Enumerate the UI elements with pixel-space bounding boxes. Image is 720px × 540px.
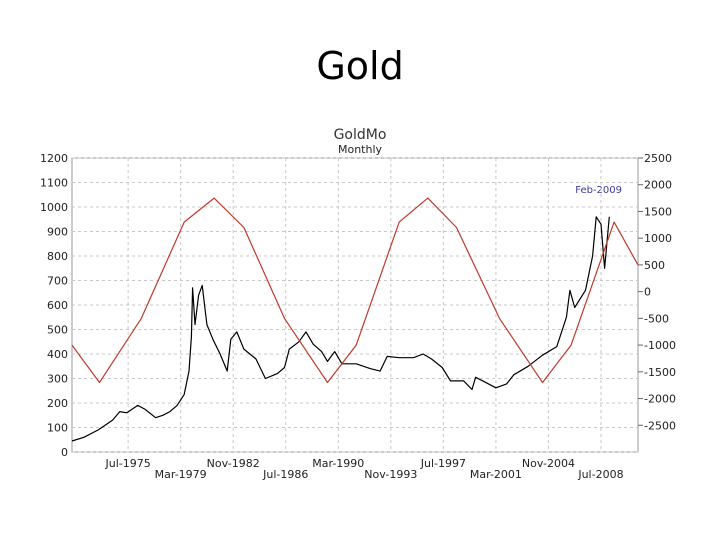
slide-title: Gold: [316, 44, 404, 88]
x-tick-label: Jul-1975: [104, 457, 150, 470]
gold-price-line: [71, 216, 610, 442]
right-tick-label: -1500: [644, 366, 676, 379]
right-tick-label: -2000: [644, 393, 676, 406]
left-tick-label: 800: [47, 250, 68, 263]
right-tick-label: 2000: [644, 179, 672, 192]
left-tick-label: 300: [47, 373, 68, 386]
right-axis: 2500 2000 1500 1000 500 0 -500 -1000 -1500 -2000 -…: [638, 152, 676, 432]
left-tick-label: 600: [47, 299, 68, 312]
chart-subtitle: Monthly: [338, 143, 383, 156]
left-axis: 0 100 200 300 400 500 600 700 800 900 1000 1100 1200: [40, 152, 68, 459]
x-tick-label: Mar-1979: [155, 468, 207, 481]
left-tick-label: 500: [47, 324, 68, 337]
x-tick-label: Mar-2001: [470, 468, 522, 481]
gridlines: [72, 157, 638, 453]
left-tick-label: 700: [47, 275, 68, 288]
series-layer: [71, 197, 639, 442]
x-tick-label: Nov-1993: [364, 468, 417, 481]
x-tick-label: Nov-1982: [207, 457, 260, 470]
right-tick-label: 500: [644, 259, 665, 272]
left-tick-label: 1000: [40, 201, 68, 214]
right-tick-label: 1000: [644, 232, 672, 245]
left-tick-label: 1100: [40, 177, 68, 190]
right-tick-label: 2500: [644, 152, 672, 165]
right-tick-label: 1500: [644, 205, 672, 218]
date-annotation: Feb-2009: [575, 185, 622, 196]
right-tick-label: -500: [644, 312, 669, 325]
x-tick-label: Jul-1986: [262, 468, 308, 481]
left-tick-label: 100: [47, 422, 68, 435]
x-tick-label: Jul-2008: [577, 468, 623, 481]
chart-title: GoldMo: [334, 127, 387, 143]
right-tick-label: -2500: [644, 419, 676, 432]
x-tick-label: Mar-1990: [312, 457, 364, 470]
right-tick-label: -1000: [644, 339, 676, 352]
x-tick-label: Nov-2004: [522, 457, 575, 470]
x-tick-label: Jul-1997: [420, 457, 466, 470]
left-tick-label: 0: [61, 446, 68, 459]
left-tick-label: 200: [47, 397, 68, 410]
right-tick-label: 0: [644, 286, 651, 299]
left-tick-label: 400: [47, 348, 68, 361]
left-tick-label: 1200: [40, 152, 68, 165]
cycle-line: [71, 197, 639, 384]
left-tick-label: 900: [47, 226, 68, 239]
